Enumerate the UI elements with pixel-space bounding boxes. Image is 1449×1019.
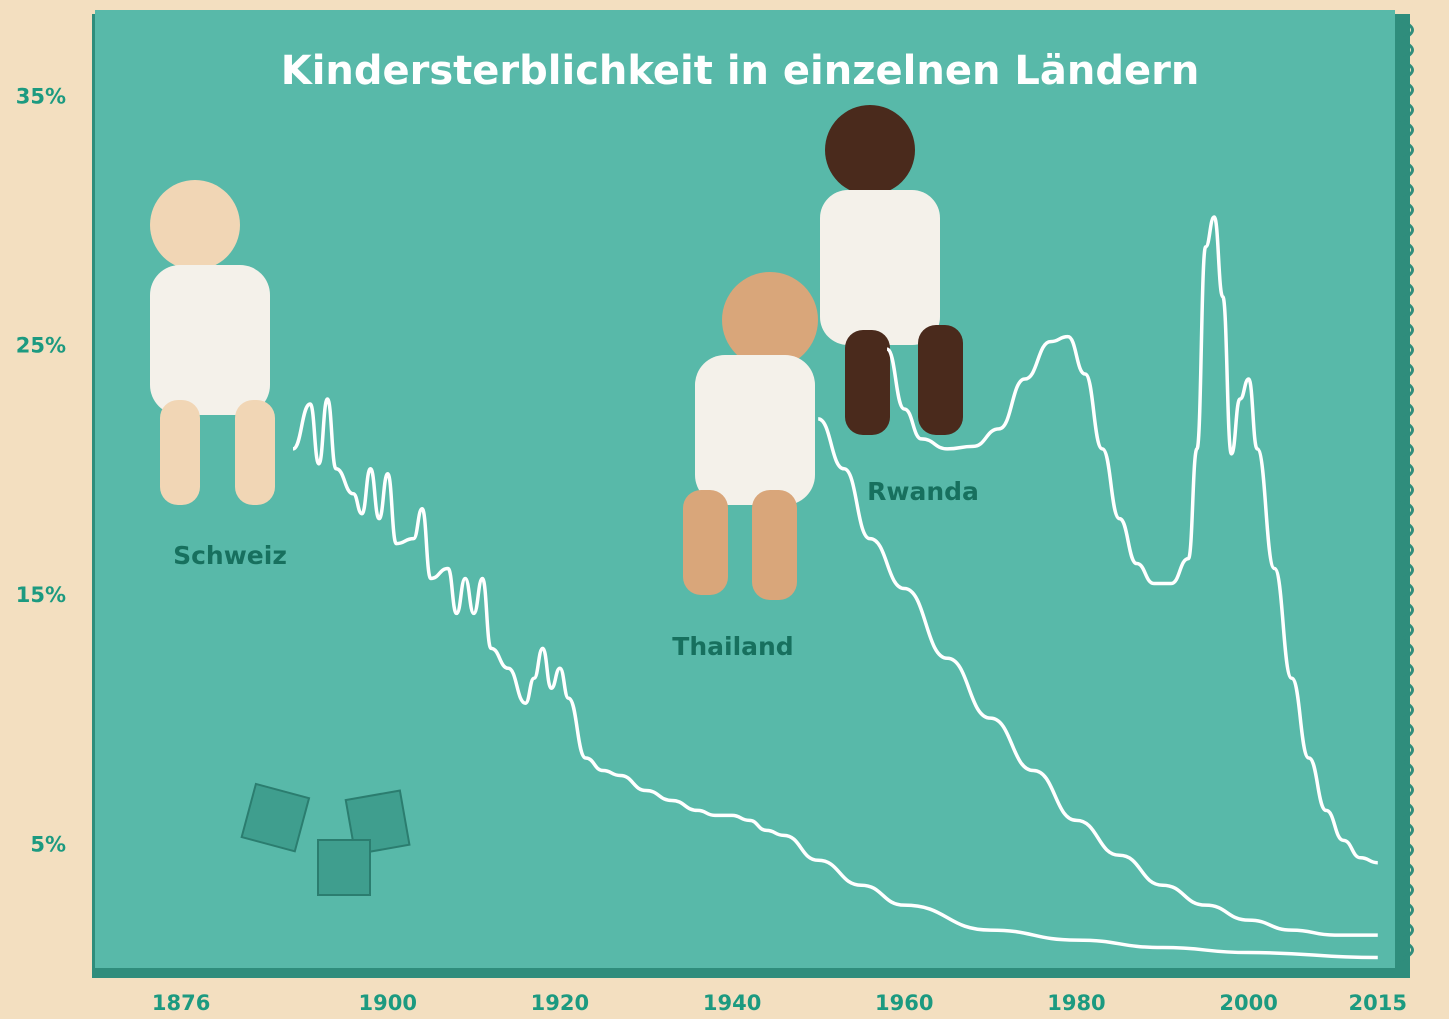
x-tick-label: 1900 [358, 991, 416, 1015]
y-tick-label: 5% [30, 832, 66, 856]
x-tick-label: 1920 [531, 991, 589, 1015]
series-label: Schweiz [173, 541, 287, 570]
line [292, 397, 1378, 960]
x-tick-label: 2015 [1349, 991, 1407, 1015]
toy-blocks [240, 782, 411, 896]
y-tick-label: 15% [16, 583, 66, 607]
x-tick-label: 2000 [1219, 991, 1277, 1015]
x-tick-label: 1960 [875, 991, 933, 1015]
y-tick-label: 35% [16, 84, 66, 108]
baby-body [695, 355, 815, 505]
fringe-path [1395, 18, 1414, 962]
baby-leg [845, 330, 890, 435]
x-tick-label: 1980 [1047, 991, 1105, 1015]
baby-head [722, 272, 818, 368]
line [885, 215, 1378, 865]
block [317, 839, 371, 896]
baby-body [150, 265, 270, 415]
block [240, 782, 311, 853]
baby-leg [683, 490, 728, 595]
baby-thailand [683, 272, 818, 600]
baby-head [825, 105, 915, 195]
x-tick-label: 1940 [703, 991, 761, 1015]
line [817, 417, 1378, 937]
y-tick-label: 25% [16, 334, 66, 358]
x-tick-label: 1876 [152, 991, 210, 1015]
baby-leg [160, 400, 200, 505]
baby-head [150, 180, 240, 270]
baby-leg [752, 490, 797, 600]
series-label: Rwanda [867, 477, 979, 506]
chart-title: Kindersterblichkeit in einzelnen Ländern [281, 48, 1200, 94]
series-label: Thailand [672, 632, 793, 661]
baby-body [820, 190, 940, 345]
block [344, 789, 411, 856]
baby-schweiz [150, 180, 275, 505]
baby-rwanda [820, 105, 963, 435]
baby-leg [918, 325, 963, 435]
baby-leg [235, 400, 275, 505]
fringe [1395, 18, 1414, 962]
